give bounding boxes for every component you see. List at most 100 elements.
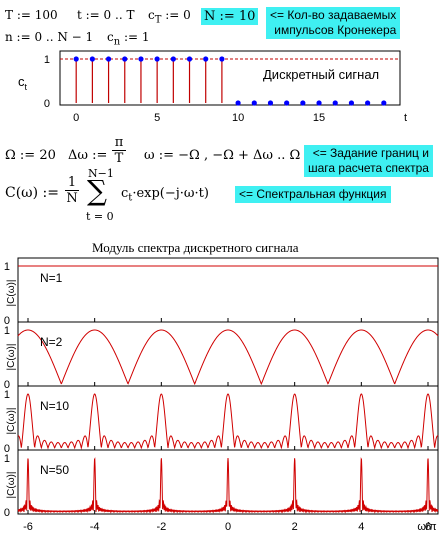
def-cn[interactable]: cn := 1 bbox=[107, 30, 150, 47]
signal-plot-label: Дискретный сигнал bbox=[263, 67, 379, 82]
panel-ytick-1: 1 bbox=[4, 389, 10, 401]
panel-ytick-1: 1 bbox=[4, 325, 10, 337]
spectrum-curve bbox=[17, 329, 439, 386]
panel-ytick-0: 0 bbox=[4, 507, 10, 519]
note-impulses: <= Кол-во задаваемых импульсов Кронекера bbox=[266, 7, 401, 39]
C-frac-denominator: N bbox=[66, 191, 78, 206]
spectrum-xtick-label: -4 bbox=[90, 521, 100, 533]
stem-point bbox=[316, 100, 322, 106]
def-N[interactable]: N := 10 bbox=[201, 8, 259, 25]
panel-ytick-1: 1 bbox=[4, 261, 10, 273]
panel-ytick-0: 0 bbox=[4, 379, 10, 391]
spectrum-xtick-label: 2 bbox=[292, 521, 298, 533]
stem-point bbox=[235, 100, 241, 106]
signal-stems bbox=[73, 56, 387, 106]
def-delta-omega[interactable]: Δω := bbox=[68, 148, 108, 163]
signal-xticks: 0 5 10 15 bbox=[73, 112, 325, 124]
stem-point bbox=[332, 100, 338, 106]
signal-xlabel: t bbox=[404, 112, 407, 124]
spectrum-xtick-label: -6 bbox=[23, 521, 33, 533]
stem-point bbox=[365, 100, 371, 106]
cn-subscript: n bbox=[113, 36, 121, 48]
signal-plot-frame bbox=[59, 50, 401, 106]
stem-point bbox=[267, 100, 274, 106]
stem-point bbox=[73, 56, 79, 62]
cT-symbol: c bbox=[148, 8, 155, 22]
panel-label: N=10 bbox=[40, 399, 69, 413]
spectrum-curve bbox=[17, 393, 439, 450]
panel-ylabel: |C(ω)| bbox=[6, 280, 17, 307]
spectrum-curve bbox=[17, 457, 439, 514]
cn-symbol: c bbox=[107, 30, 114, 44]
panel-frame bbox=[17, 385, 439, 451]
spectrum-panel-n10: N=10 1 0 |C(ω)| bbox=[4, 385, 439, 455]
signal-xtick-label: 15 bbox=[313, 112, 325, 124]
stem-point bbox=[251, 100, 257, 106]
C-frac-numerator: 1 bbox=[67, 175, 77, 190]
fraction-bar bbox=[112, 150, 126, 151]
stem-point bbox=[154, 56, 160, 62]
stem-point bbox=[186, 56, 193, 62]
sum-sign: ∑ bbox=[87, 174, 107, 207]
signal-xtick-label: 5 bbox=[154, 112, 160, 124]
spectrum-panel-n50: N=50 1 0 |C(ω)| bbox=[4, 449, 439, 519]
signal-ytick-0: 0 bbox=[44, 98, 50, 110]
spectrum-xtick-label: 0 bbox=[225, 521, 231, 533]
signal-plot[interactable]: 1 0 ct Дискретный сигнал 0 5 10 15 t bbox=[0, 46, 445, 128]
panel-ytick-1: 1 bbox=[4, 453, 10, 465]
panel-ytick-0: 0 bbox=[4, 315, 10, 327]
spectrum-xtick-label: 4 bbox=[358, 521, 364, 533]
panel-frame bbox=[17, 257, 439, 323]
panel-ytick-0: 0 bbox=[4, 443, 10, 455]
delta-omega-fraction: π T bbox=[112, 135, 126, 166]
def-t-range[interactable]: t := 0 .. T bbox=[77, 8, 135, 22]
sum-upper-limit: N−1 bbox=[88, 167, 114, 180]
spectrum-xtick-label: 6 bbox=[425, 521, 431, 533]
stem-point bbox=[300, 100, 306, 106]
spectrum-xtick-label: -2 bbox=[156, 521, 166, 533]
cn-value: := 1 bbox=[120, 30, 150, 44]
spectrum-plots[interactable]: N=110|C(ω)|N=210|C(ω)|N=1010|C(ω)|N=5010… bbox=[0, 254, 445, 536]
stem-point bbox=[122, 56, 128, 62]
signal-xtick-label: 0 bbox=[73, 112, 79, 124]
delta-omega-numerator: π bbox=[114, 135, 124, 150]
stem-point bbox=[203, 56, 209, 62]
delta-omega-denominator: T bbox=[114, 151, 124, 166]
cT-value: := 0 bbox=[161, 8, 191, 22]
panel-label: N=2 bbox=[40, 335, 63, 349]
stem-point bbox=[138, 56, 144, 62]
sum-lower-limit: t = 0 bbox=[86, 210, 114, 223]
C-body: ct·exp(−j·ω·t) bbox=[121, 186, 209, 204]
spectrum-panel-n2: N=2 1 0 |C(ω)| bbox=[4, 321, 439, 391]
stem-point bbox=[89, 56, 95, 62]
stem-point bbox=[348, 100, 355, 106]
panel-ylabel: |C(ω)| bbox=[6, 344, 17, 371]
def-n-range[interactable]: n := 0 .. N − 1 bbox=[5, 30, 94, 44]
def-cT[interactable]: cT := 0 bbox=[148, 8, 191, 25]
spectrum-panel-n1: N=1 1 0 |C(ω)| bbox=[4, 257, 439, 327]
note-spectral: <= Спектральная функция bbox=[235, 186, 391, 203]
fraction-bar bbox=[65, 190, 79, 191]
cT-subscript: T bbox=[154, 14, 162, 26]
panel-ylabel: |C(ω)| bbox=[6, 472, 17, 499]
stem-point bbox=[381, 100, 387, 106]
panel-ylabel: |C(ω)| bbox=[6, 408, 17, 435]
def-omega-range[interactable]: ω := −Ω , −Ω + Δω .. Ω bbox=[144, 148, 301, 163]
def-omega[interactable]: Ω := 20 bbox=[5, 148, 56, 163]
stem-point bbox=[105, 56, 112, 62]
signal-xtick-label: 10 bbox=[232, 112, 244, 124]
C-fraction: 1 N bbox=[65, 175, 79, 206]
panel-label: N=50 bbox=[40, 463, 69, 477]
signal-ylabel: ct bbox=[18, 74, 28, 92]
note-range: <= Задание границ и шага расчета спектра bbox=[304, 145, 433, 177]
spectrum-xlabel: ω/π bbox=[417, 521, 437, 533]
signal-ytick-1: 1 bbox=[44, 54, 50, 66]
panel-frame bbox=[17, 321, 439, 387]
stem-point bbox=[170, 56, 176, 62]
def-C[interactable]: C(ω) := bbox=[5, 185, 59, 201]
def-T[interactable]: T := 100 bbox=[5, 8, 58, 22]
panel-label: N=1 bbox=[40, 271, 63, 285]
spectrum-title: Модуль спектра дискретного сигнала bbox=[92, 240, 299, 255]
stem-point bbox=[219, 56, 225, 62]
stem-point bbox=[284, 100, 290, 106]
